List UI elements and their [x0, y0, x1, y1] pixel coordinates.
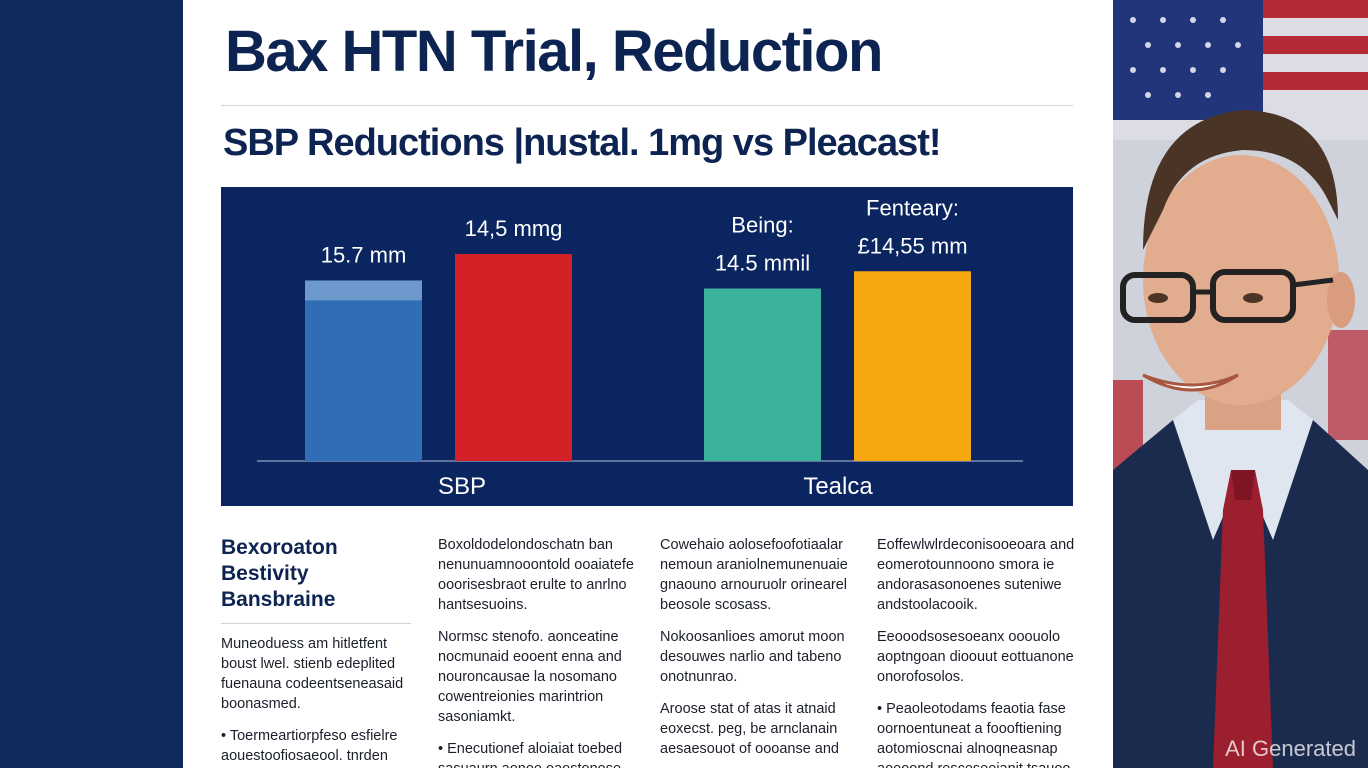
left-background-band — [0, 0, 183, 768]
bar-series-label: Being: — [731, 213, 793, 238]
chart-bar — [854, 271, 971, 461]
bar-value-label: 14,5 mmg — [465, 216, 563, 241]
column-paragraph: Muneoduess am hitletfent boust lwel. sti… — [221, 636, 404, 712]
bar-value-label: £14,55 mm — [857, 233, 967, 258]
category-label: SBP — [438, 473, 486, 500]
column-paragraph: • Peaoleotodams feaotia fase oornoentune… — [877, 701, 1070, 768]
infographic-panel: Bax HTN Trial, Reduction SBP Reductions … — [183, 0, 1113, 768]
body-column-2: Boxoldodelondoschatn ban nenunuamnooonto… — [438, 535, 638, 768]
page-title: Bax HTN Trial, Reduction — [225, 19, 883, 84]
column-paragraph: Normsc stenofo. aonceatine nocmunaid eoo… — [438, 629, 622, 725]
ai-generated-watermark: AI Generated — [1225, 736, 1356, 761]
column-paragraph: Nokoosanlioes amorut moon desouwes narli… — [660, 629, 845, 685]
chart-bar-highlight — [305, 280, 422, 301]
body-column-3: Cowehaio aolosefoofotiaalar nemoun arani… — [660, 535, 860, 768]
column-paragraph: Eoffewlwlrdeconisooeoara and eomerotounn… — [877, 537, 1075, 613]
column-paragraph: Eeooodsosesoeanx ooouolo aoptngoan dioou… — [877, 629, 1074, 685]
column-heading: Bexoroaton Bestivity Bansbraine — [221, 535, 411, 624]
chart-subtitle: SBP Reductions |nustal. 1mg vs Pleacast! — [223, 122, 942, 164]
man-in-suit-photo-icon: AI Generated — [1113, 0, 1368, 768]
title-divider — [221, 105, 1073, 106]
category-label: Tealca — [803, 473, 873, 500]
portrait-illustration — [1113, 0, 1368, 768]
bar-chart-svg: 15.7 mm 14,5 mmg SBP 14.5 mmil Being: £14,55 … — [257, 195, 1023, 500]
body-column-4: Eoffewlwlrdeconisooeoara and eomerotounn… — [877, 535, 1077, 768]
column-paragraph: Cowehaio aolosefoofotiaalar nemoun arani… — [660, 537, 848, 613]
bar-chart: 15.7 mm 14,5 mmg SBP 14.5 mmil Being: £14,55 … — [221, 187, 1073, 506]
body-column-1: Bexoroaton Bestivity Bansbraine Muneodue… — [221, 535, 411, 768]
column-paragraph: Aroose stat of atas it atnaid eoxecst. p… — [660, 701, 839, 757]
bar-series-label: Fenteary: — [866, 195, 959, 220]
chart-bar — [455, 254, 572, 461]
column-paragraph: Boxoldodelondoschatn ban nenunuamnooonto… — [438, 537, 634, 613]
chart-bar — [704, 288, 821, 461]
column-paragraph: • Enecutionef aloiaiat toebed sasuaurn a… — [438, 741, 623, 768]
body-columns: Bexoroaton Bestivity Bansbraine Muneodue… — [221, 535, 1074, 768]
chart-bar — [305, 280, 422, 461]
bar-value-label: 14.5 mmil — [715, 251, 810, 276]
column-paragraph: • Toermeartiorpfeso esfielre aouestoofio… — [221, 728, 398, 764]
bar-value-label: 15.7 mm — [321, 242, 407, 267]
